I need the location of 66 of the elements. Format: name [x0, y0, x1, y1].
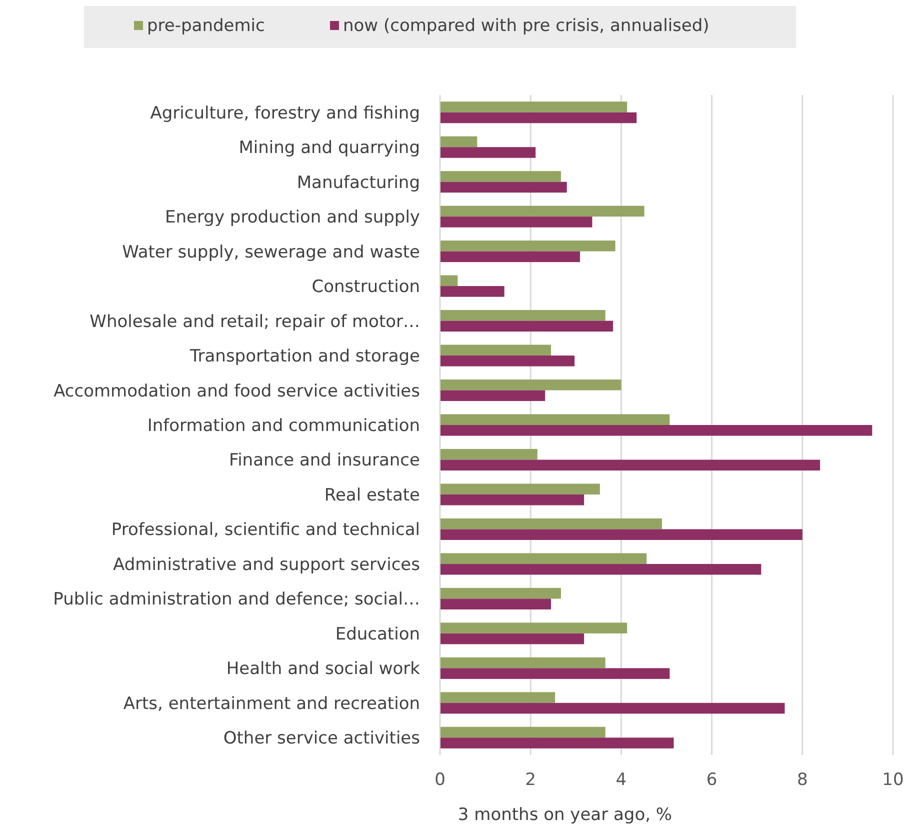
- bar: [440, 344, 551, 356]
- y-tick-label: Finance and insurance: [229, 450, 420, 471]
- bar: [440, 286, 504, 297]
- bar: [440, 356, 575, 366]
- bar: [440, 494, 584, 506]
- y-tick-label: Public administration and defence; social…: [53, 590, 420, 610]
- bar: [440, 702, 785, 714]
- bar: [440, 102, 628, 112]
- bar: [440, 588, 561, 599]
- bar: [440, 425, 872, 436]
- y-tick-label: Accommodation and food service activities: [54, 381, 420, 402]
- x-tick-label: 6: [706, 770, 718, 790]
- y-tick-label: Mining and quarrying: [238, 138, 420, 158]
- legend-label: now (compared with pre crisis, annualised): [343, 16, 710, 36]
- bar: [440, 448, 538, 460]
- bar: [440, 320, 614, 332]
- bar: [440, 216, 592, 228]
- bar: [440, 414, 670, 425]
- y-tick-label: Professional, scientific and technical: [111, 520, 420, 540]
- y-tick-label: Health and social work: [226, 659, 420, 680]
- x-tick-label: 0: [434, 770, 446, 790]
- y-tick-label: Energy production and supply: [165, 208, 420, 228]
- bar: [440, 622, 628, 634]
- y-tick-label: Construction: [312, 277, 420, 298]
- bar: [440, 726, 606, 738]
- bar: [440, 633, 584, 644]
- bar: [440, 240, 616, 252]
- x-tick-label: 2: [525, 770, 536, 790]
- y-tick-label: Agriculture, forestry and fishing: [150, 103, 420, 124]
- bar: [440, 275, 458, 286]
- bar: [440, 598, 551, 610]
- x-axis-title: 3 months on year ago, %: [458, 805, 672, 825]
- bar: [440, 518, 662, 530]
- y-tick-label: Water supply, sewerage and waste: [122, 242, 420, 262]
- bar: [440, 738, 674, 748]
- bar: [440, 657, 606, 668]
- y-tick-label: Education: [335, 624, 420, 644]
- y-tick-label: Transportation and storage: [188, 346, 420, 367]
- bar: [440, 668, 670, 679]
- bar: [440, 112, 637, 124]
- bar: [440, 310, 606, 321]
- y-tick-label: Administrative and support services: [113, 554, 420, 575]
- bar: [440, 379, 622, 390]
- bar: [440, 147, 536, 158]
- bar: [440, 390, 546, 402]
- y-tick-label: Arts, entertainment and recreation: [123, 694, 420, 714]
- bar: [440, 553, 647, 564]
- y-tick-label: Wholesale and retail; repair of motor…: [90, 312, 420, 332]
- y-tick-label: Manufacturing: [296, 172, 420, 193]
- bar: [440, 251, 580, 262]
- bar: [440, 484, 600, 494]
- bar: [440, 206, 644, 217]
- x-tick-label: 10: [882, 770, 904, 790]
- x-tick-label: 4: [616, 770, 627, 790]
- x-tick-label: 8: [796, 770, 808, 790]
- y-tick-label: Other service activities: [223, 728, 420, 749]
- bar: [440, 182, 567, 193]
- y-tick-label: Information and communication: [147, 416, 420, 436]
- bar: [440, 564, 762, 575]
- bar: [440, 136, 478, 148]
- bar: [440, 692, 556, 703]
- bar: [440, 529, 802, 540]
- y-tick-label: Real estate: [324, 485, 420, 506]
- bar: [440, 171, 561, 182]
- bar: [440, 460, 820, 471]
- legend-label: pre-pandemic: [147, 16, 265, 36]
